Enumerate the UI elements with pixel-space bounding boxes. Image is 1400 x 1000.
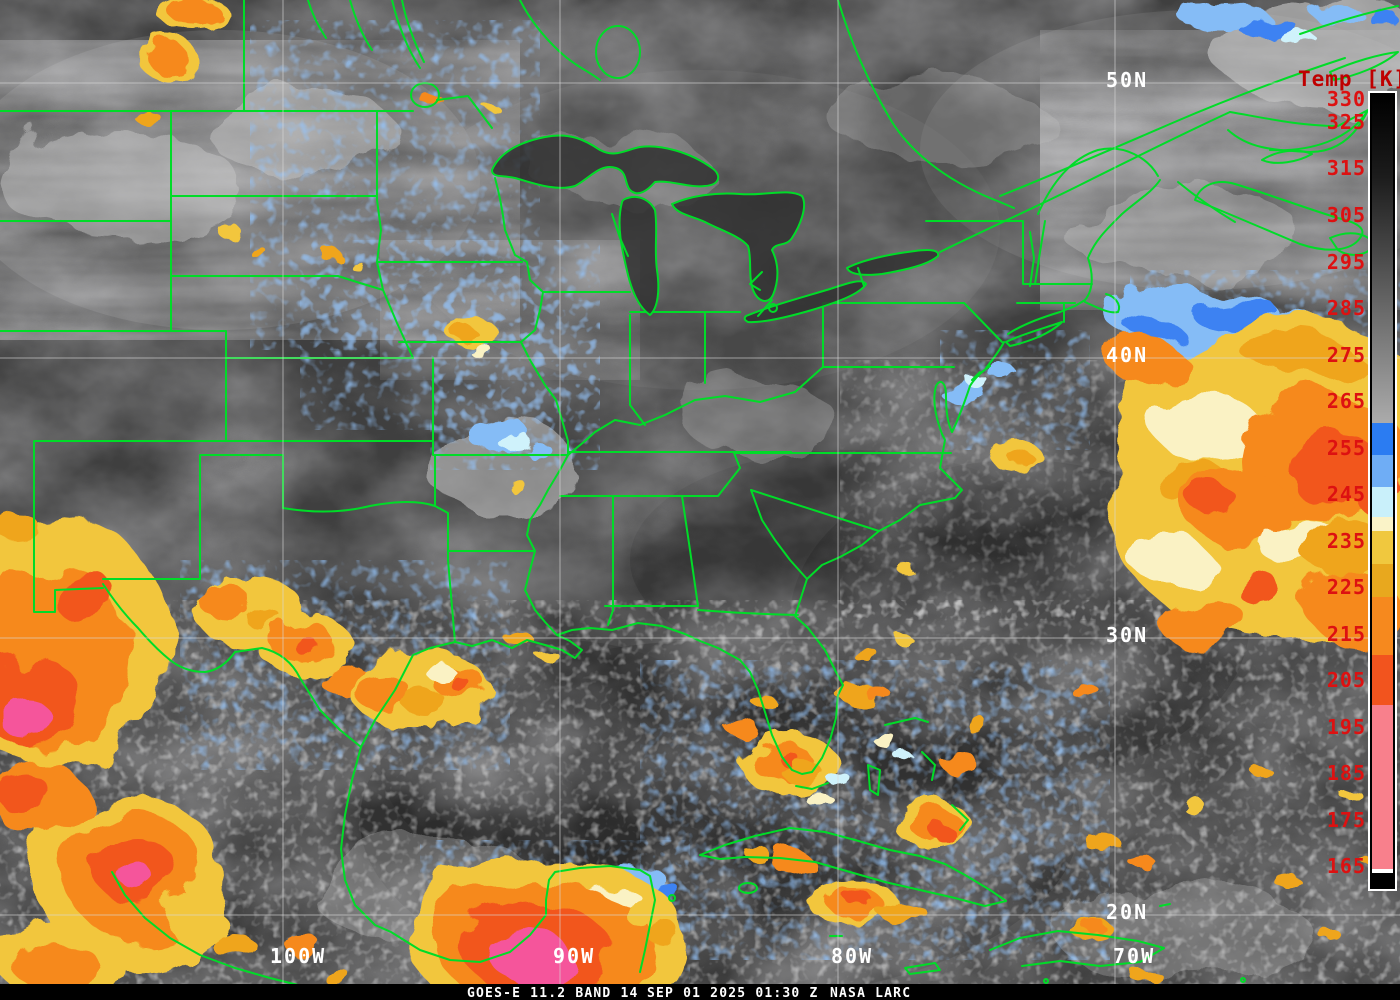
caption-datetime: SEP 01 2025 01:30 Z [647,986,819,1000]
storm-mid-atlantic-bits [896,362,1042,573]
colorbar-segment-cyan [1372,487,1393,517]
caption-satellite-band: GOES-E 11.2 BAND 14 [467,986,639,1000]
storm-northern-plains [137,0,497,268]
colorbar-segment-white [1372,869,1393,873]
caption-credit: NASA LARC [830,986,911,1000]
lon-label-70w: 70W [1113,944,1155,968]
colorbar-segment-lightblue [1372,455,1393,487]
tick-275: 275 [1327,343,1366,367]
tick-215: 215 [1327,622,1366,646]
lat-label-30n: 30N [1106,623,1148,647]
tick-225: 225 [1327,575,1366,599]
tick-245: 245 [1327,482,1366,506]
tick-325: 325 [1327,110,1366,134]
tick-235: 235 [1327,529,1366,553]
lat-label-20n: 20N [1106,900,1148,924]
tick-330: 330 [1327,87,1366,111]
tick-195: 195 [1327,715,1366,739]
tick-255: 255 [1327,436,1366,460]
colorbar-segment-orange [1372,597,1393,655]
lon-label-100w: 100W [270,944,326,968]
caption-bar: GOES-E 11.2 BAND 14 SEP 01 2025 01:30 Z … [0,984,1400,1000]
tick-175: 175 [1327,808,1366,832]
tick-165: 165 [1327,854,1366,878]
storm-louisiana [350,632,559,730]
lon-label-80w: 80W [831,944,873,968]
lat-label-40n: 40N [1106,343,1148,367]
storm-atlantic-system [1100,283,1400,650]
colorbar-tick-labels: 330 325 315 305 295 285 275 265 255 245 … [1327,87,1366,878]
colorbar-segment-gray [1372,95,1393,423]
colorbar-title: Temp [K] [1298,67,1400,91]
storm-topright-specks [1180,2,1400,47]
storm-florida-caribbean [726,637,1382,983]
colorbar-segment-salmon [1372,705,1393,869]
tick-265: 265 [1327,389,1366,413]
colorbar-segment-black [1372,873,1393,887]
tick-305: 305 [1327,203,1366,227]
temperature-colorbar: Temp [K] 330 325 315 305 295 285 275 265… [1298,67,1400,891]
colorbar-segment-amber [1372,564,1393,597]
storm-mexico-west [0,506,170,765]
tick-205: 205 [1327,668,1366,692]
tick-185: 185 [1327,761,1366,785]
lon-label-90w: 90W [553,944,595,968]
colorbar-segment-blue [1372,423,1393,455]
tick-285: 285 [1327,296,1366,320]
colorbar-segment-cream [1372,517,1393,531]
caption-background [0,984,1400,1000]
tick-315: 315 [1327,156,1366,180]
tick-295: 295 [1327,250,1366,274]
storm-mexico-south [0,760,346,1000]
colorbar-segment-gold [1372,531,1393,564]
lat-label-50n: 50N [1106,68,1148,92]
colorbar-segment-redorange [1372,655,1393,705]
storm-midwest-patch [446,319,554,494]
